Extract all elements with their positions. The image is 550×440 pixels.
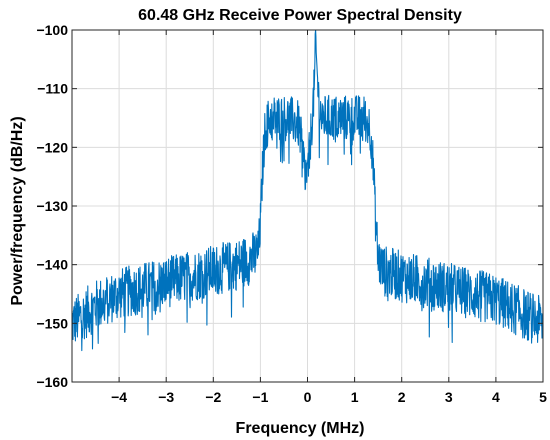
x-tick-label: −4 xyxy=(111,389,127,405)
x-tick-label: 3 xyxy=(445,389,453,405)
y-tick-label: −130 xyxy=(36,198,68,214)
chart-title: 60.48 GHz Receive Power Spectral Density xyxy=(138,7,462,24)
psd-series-line xyxy=(71,29,544,352)
y-axis-label: Power/frequency (dB/Hz) xyxy=(9,116,26,305)
x-tick-label: 2 xyxy=(398,389,406,405)
x-tick-label: 4 xyxy=(492,389,500,405)
x-axis: −4 −3 −2 −1 0 1 2 3 4 5 xyxy=(111,30,547,405)
x-tick-label: 5 xyxy=(539,389,547,405)
y-tick-label: −150 xyxy=(36,315,68,331)
y-axis: −160 −150 −140 −130 −120 −110 −100 xyxy=(36,22,543,390)
x-tick-label: −2 xyxy=(205,389,221,405)
y-tick-label: −100 xyxy=(36,22,68,38)
plot-area xyxy=(71,29,544,352)
x-tick-label: −1 xyxy=(252,389,268,405)
y-tick-label: −110 xyxy=(37,81,68,97)
y-tick-label: −120 xyxy=(36,139,68,155)
x-tick-label: 0 xyxy=(304,389,312,405)
y-tick-label: −160 xyxy=(36,374,68,390)
y-tick-label: −140 xyxy=(36,257,68,273)
x-tick-label: −3 xyxy=(158,389,174,405)
x-axis-label: Frequency (MHz) xyxy=(236,420,365,437)
x-tick-label: 1 xyxy=(351,389,359,405)
